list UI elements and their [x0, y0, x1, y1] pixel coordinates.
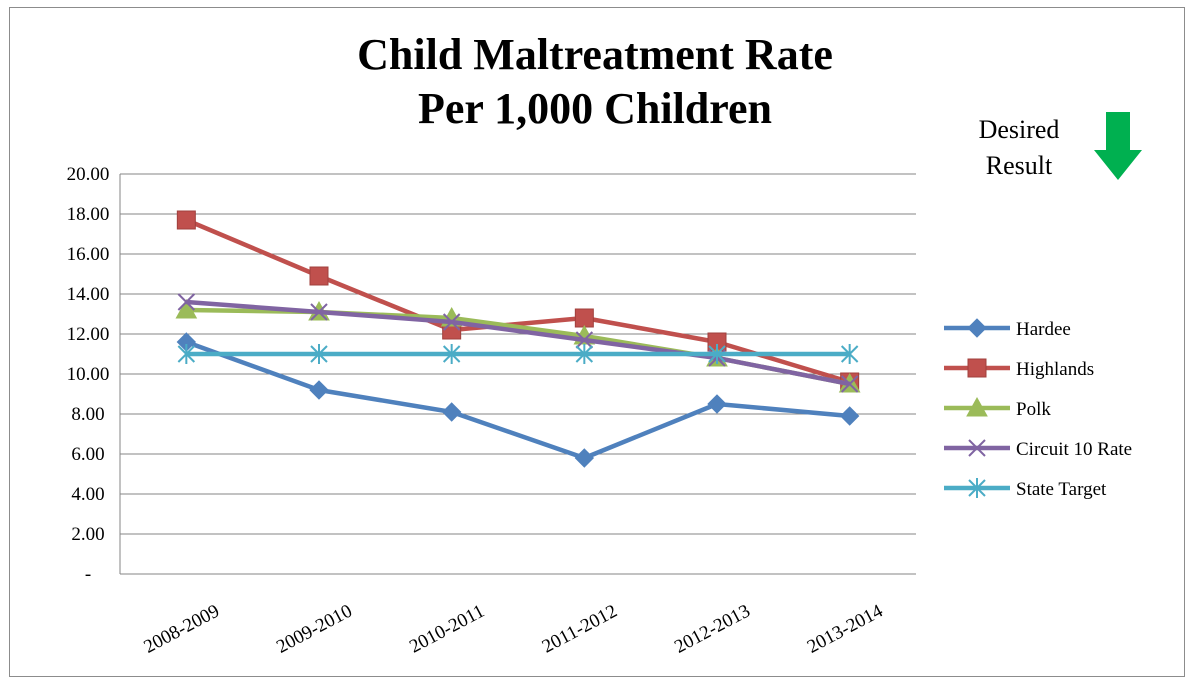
chart-title-line-1: Child Maltreatment Rate [357, 30, 833, 79]
x-tick-label: 2009-2010 [273, 601, 356, 658]
legend-marker-polk [966, 396, 988, 417]
legend-label-state-target: State Target [1016, 479, 1107, 500]
series-line-highlands [185, 217, 851, 385]
data-point-state-target [442, 344, 461, 364]
data-point-state-target [177, 344, 196, 364]
series-line-circuit-10-rate [186, 299, 851, 387]
y-tick-label: 10.00 [67, 364, 110, 385]
y-tick-label: 18.00 [67, 204, 110, 225]
data-point-circuit-10-rate [442, 313, 461, 331]
data-point-highlands [309, 266, 329, 286]
desired-result-label: Desired Result [964, 112, 1074, 184]
legend-marker-circuit-10-rate [968, 439, 986, 457]
y-tick-label: 12.00 [67, 324, 110, 345]
y-tick-label: 20.00 [67, 164, 110, 185]
x-tick-label: 2008-2009 [140, 601, 223, 658]
x-tick-label: 2013-2014 [804, 600, 887, 657]
data-point-state-target [708, 344, 726, 364]
y-tick-label: 14.00 [67, 284, 110, 305]
data-point-circuit-10-rate [310, 303, 328, 321]
y-tick-label: 16.00 [67, 244, 110, 265]
data-point-polk [175, 298, 198, 319]
y-tick-label: 6.00 [71, 444, 104, 465]
legend-marker-highlands [967, 358, 987, 378]
x-tick-label: 2012-2013 [671, 601, 754, 658]
data-point-hardee [309, 380, 329, 400]
data-point-state-target [310, 344, 328, 364]
data-point-circuit-10-rate [840, 375, 859, 393]
desired-result-line-1: Desired [978, 115, 1060, 144]
series-line-polk [186, 307, 851, 387]
legend-marker-state-target [968, 478, 986, 498]
data-point-state-target [840, 344, 859, 364]
y-tick-label: 2.00 [71, 524, 104, 545]
series-line-hardee [185, 339, 850, 461]
legend-marker-hardee [967, 318, 987, 338]
chart-title: Child Maltreatment Rate Per 1,000 Childr… [150, 28, 1040, 136]
y-tick-label: - [85, 564, 91, 585]
data-point-highlands [176, 210, 196, 230]
chart-title-line-2: Per 1,000 Children [417, 84, 773, 133]
data-point-circuit-10-rate [177, 293, 196, 311]
x-tick-label: 2010-2011 [406, 601, 488, 658]
data-point-highlands [574, 308, 594, 328]
data-point-hardee [707, 394, 727, 414]
data-point-hardee [574, 448, 595, 468]
legend-label-circuit-10-rate: Circuit 10 Rate [1016, 439, 1132, 460]
legend-label-hardee: Hardee [1016, 319, 1071, 340]
x-tick-label: 2011-2012 [539, 601, 621, 658]
data-point-state-target [575, 344, 594, 364]
legend-label-polk: Polk [1016, 399, 1051, 420]
down-arrow-icon [1094, 112, 1142, 180]
desired-result-line-2: Result [985, 151, 1053, 180]
y-tick-label: 8.00 [71, 404, 104, 425]
legend-label-highlands: Highlands [1016, 359, 1094, 380]
y-tick-label: 4.00 [71, 484, 104, 505]
data-point-circuit-10-rate [575, 331, 594, 349]
data-point-hardee [441, 402, 462, 422]
data-point-hardee [839, 406, 860, 426]
